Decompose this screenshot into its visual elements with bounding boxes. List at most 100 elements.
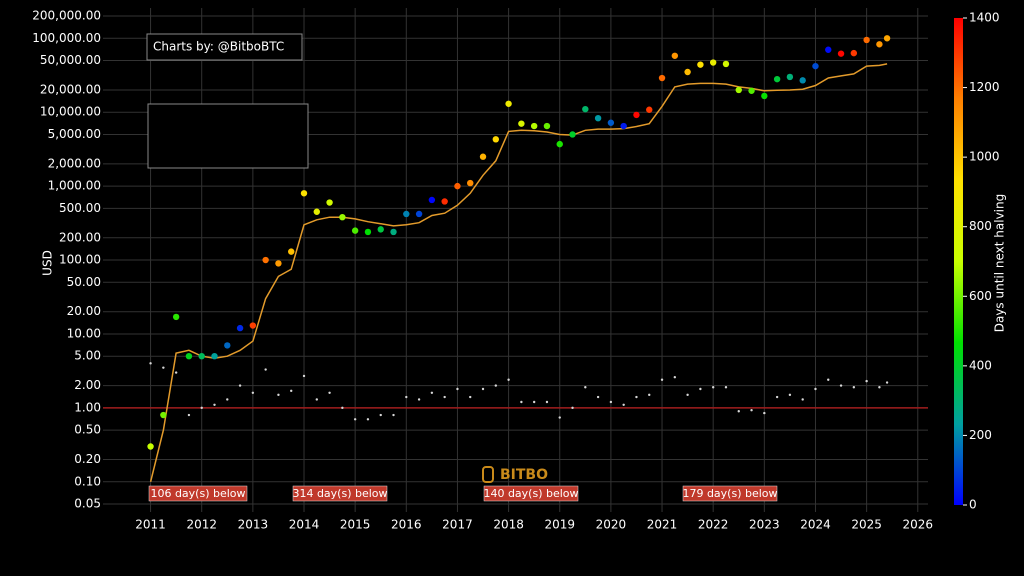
price-point (364, 228, 372, 236)
x-tick-label: 2026 (902, 518, 933, 532)
price-point (722, 60, 730, 68)
x-tick-label: 2024 (800, 518, 831, 532)
price-point (377, 226, 384, 233)
mvrv-point (494, 384, 498, 387)
y-tick-label: 1,000.00 (48, 179, 101, 193)
mvrv-point (545, 400, 549, 404)
price-point (300, 190, 308, 197)
price-point (697, 61, 704, 68)
mvrv-point (200, 406, 203, 410)
price-point (671, 52, 679, 59)
price-point (518, 120, 525, 127)
y-tick-label: 1.00 (74, 400, 101, 414)
colorbar-title: Days until next halving (993, 194, 1007, 333)
mvrv-point (264, 368, 267, 371)
mvrv-point (571, 406, 574, 410)
y-tick-label: 0.50 (74, 423, 101, 437)
x-tick-label: 2018 (493, 518, 524, 532)
mvrv-point (162, 366, 165, 369)
price-point (492, 136, 500, 143)
mvrv-point (481, 387, 485, 391)
mvrv-point (584, 386, 587, 389)
mvrv-point (699, 387, 702, 391)
mvrv-point (532, 400, 536, 404)
mvrv-point (520, 400, 523, 404)
realized-price-line (149, 63, 888, 482)
mvrv-point (469, 395, 472, 399)
price-point (160, 411, 167, 419)
mvrv-point (277, 393, 280, 397)
price-point (633, 111, 640, 119)
mvrv-point (852, 386, 856, 389)
annotation-box (483, 485, 579, 502)
y-tick-label: 2.00 (74, 378, 101, 392)
mvrv-point (353, 418, 357, 421)
price-point (236, 324, 244, 332)
colorbar-tick-label: 200 (969, 428, 992, 442)
mvrv-point (686, 393, 689, 397)
mvrv-point (635, 395, 638, 399)
mvrv-point (788, 393, 792, 397)
mvrv-point (149, 362, 152, 365)
y-tick-label: 10.00 (67, 326, 101, 340)
x-tick-label: 2025 (851, 518, 882, 532)
y-tick-label: 0.10 (74, 474, 101, 488)
mvrv-point (430, 391, 434, 394)
price-point (876, 41, 883, 48)
mvrv-point (885, 381, 889, 384)
colorbar-tick-label: 1000 (969, 150, 1000, 164)
colorbar-tick-label: 1200 (969, 80, 1000, 94)
colorbar-tick-label: 800 (969, 219, 992, 233)
price-point (594, 114, 602, 122)
price-point (582, 105, 589, 113)
mvrv-point (443, 395, 446, 399)
price-point (224, 342, 231, 349)
x-tick-label: 2023 (749, 518, 780, 532)
price-point (825, 46, 832, 53)
y-tick-label: 100,000.00 (32, 31, 101, 45)
y-tick-label: 20.00 (67, 304, 101, 318)
price-point (761, 92, 768, 100)
y-tick-label: 0.05 (74, 497, 101, 511)
y-tick-label: 2,000.00 (48, 156, 101, 170)
y-tick-label: 50.00 (67, 275, 101, 289)
price-point (198, 352, 205, 360)
mvrv-point (226, 398, 229, 401)
mvrv-point (341, 406, 344, 410)
x-tick-label: 2017 (442, 518, 473, 532)
legend-box (147, 103, 309, 169)
y-tick-label: 200,000.00 (32, 9, 101, 23)
mvrv-point (878, 386, 881, 389)
annotation: 314 day(s) below (292, 487, 387, 500)
annotation-box (148, 485, 248, 502)
price-point (390, 228, 397, 236)
mvrv-point (814, 387, 817, 391)
price-point (505, 100, 512, 107)
y-axis-title: USD (41, 250, 55, 276)
y-tick-label: 200.00 (59, 230, 101, 244)
price-point (735, 86, 742, 94)
x-tick-label: 2020 (596, 518, 627, 532)
mvrv-point (660, 378, 664, 381)
mvrv-point (328, 391, 331, 394)
mvrv-point (290, 389, 293, 393)
price-point (620, 122, 627, 130)
price-point (249, 322, 257, 329)
mvrv-point (379, 413, 382, 417)
mvrv-point (724, 386, 728, 389)
mvrv-point (839, 384, 843, 387)
price-point (863, 36, 870, 44)
price-point (646, 106, 653, 113)
x-tick-label: 2011 (135, 518, 166, 532)
mvrv-point (507, 378, 510, 381)
x-tick-label: 2014 (289, 518, 320, 532)
price-point (543, 122, 551, 130)
price-point (147, 443, 154, 450)
mvrv-point (174, 371, 178, 374)
annotation: 179 day(s) below (682, 487, 777, 500)
price-point (556, 140, 563, 148)
price-point (658, 74, 666, 82)
annotation: 106 day(s) below (150, 487, 245, 500)
y-tick-label: 10,000.00 (40, 105, 101, 119)
